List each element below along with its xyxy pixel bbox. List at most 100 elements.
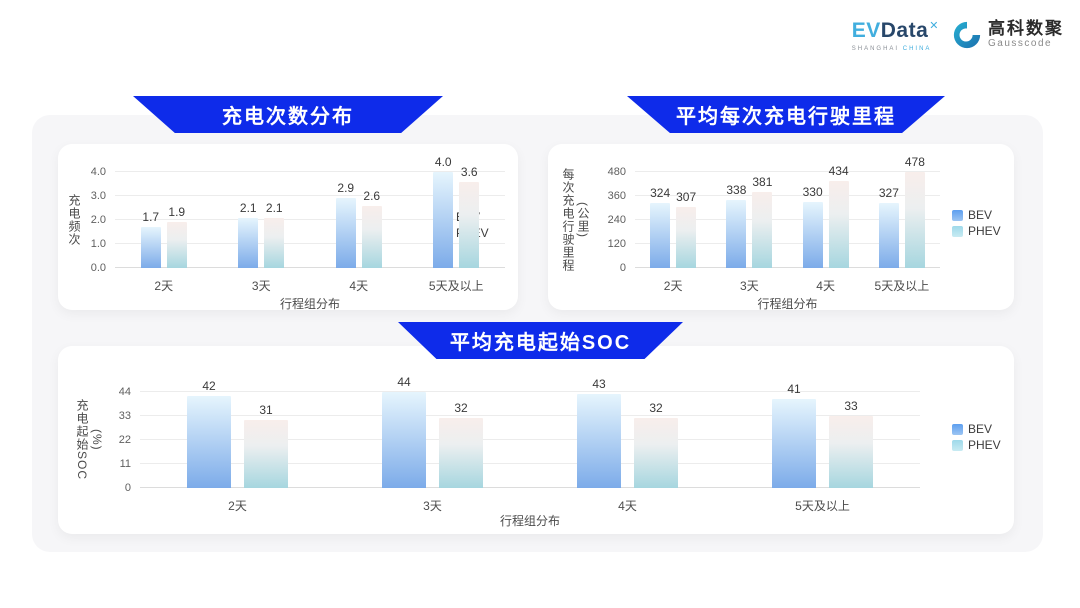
bar-pair: 43 32: [577, 377, 678, 488]
x-tick-label: 5天及以上: [795, 499, 850, 513]
bar-groups: 42 31 2天 44 32 3天 43 32 4天 41 33 5天及以上: [140, 375, 920, 513]
bar-value-label: 31: [259, 403, 273, 418]
y-tick-label: 0.0: [90, 262, 106, 274]
bar-phev-5天及以上: [904, 172, 925, 268]
gridline: [140, 439, 920, 440]
bar-bev-5天及以上: [772, 398, 816, 488]
bar-cell: 330: [803, 185, 823, 268]
legend: BEV PHEV: [952, 206, 1001, 240]
x-tick-label: 3天: [423, 499, 442, 513]
legend: BEV PHEV: [952, 420, 1001, 454]
legend-item-phev[interactable]: PHEV: [952, 438, 1001, 452]
bar-value-label: 434: [828, 164, 849, 179]
bar-pair: 4.0 3.6: [433, 155, 480, 268]
bar-value-label: 2.6: [363, 188, 381, 203]
x-axis-title: 行程组分布: [757, 297, 818, 311]
legend-item-phev[interactable]: PHEV: [952, 224, 1001, 238]
bar-value-label: 2.1: [239, 200, 257, 215]
x-tick-label: 2天: [154, 279, 174, 293]
bar-cell: 3.6: [459, 165, 480, 268]
bar-pair: 327 478: [879, 155, 925, 268]
chart-card-mileage-per-charge: 每次充电行驶里程 (公里) 0 120 240 360 480 324 307 2天 338 38…: [548, 144, 1014, 311]
bar-cell: 4.0: [433, 155, 454, 268]
y-tick-label: 360: [607, 190, 626, 202]
bar-group: 1.7 1.9 2天: [115, 172, 213, 293]
gausscode-logo: 高科数聚 Gausscode: [952, 20, 1064, 50]
evdata-data-text: Data: [880, 19, 929, 42]
bar-bev-5天及以上: [433, 172, 454, 268]
bar-group: 41 33 5天及以上: [725, 382, 920, 513]
bar-phev-2天: [244, 420, 288, 488]
legend-swatch-phev: [952, 439, 963, 451]
x-tick-label: 3天: [251, 279, 271, 293]
x-tick-label: 3天: [740, 279, 759, 293]
x-tick-label: 4天: [816, 279, 835, 293]
x-tick-label: 4天: [349, 279, 369, 293]
gridline: [115, 267, 505, 268]
bar-value-label: 330: [802, 185, 823, 199]
evdata-wordmark: EVData✕: [852, 19, 939, 45]
chart-card-charging-count: 充电频次 0.0 1.0 2.0 3.0 4.0 1.7 1.9 2天 2.1 2.1 3天 2.9 2…: [58, 144, 518, 311]
bar-cell: 2.6: [361, 188, 382, 268]
bar-cell: 434: [829, 164, 849, 268]
bar-cell: 43: [577, 377, 621, 488]
bar-bev-4天: [577, 394, 621, 488]
bar-cell: 324: [650, 186, 670, 268]
bar-value-label: 478: [904, 155, 925, 170]
bar-bev-3天: [726, 200, 747, 268]
x-tick-label: 2天: [663, 279, 683, 293]
legend-swatch-phev: [952, 225, 963, 237]
evdata-tagline: SHANGHAI CHINA: [851, 46, 932, 52]
bar-phev-3天: [752, 191, 773, 268]
bar-group: 4.0 3.6 5天及以上: [408, 155, 506, 293]
bar-value-label: 1.7: [142, 210, 160, 225]
banner-title: 平均充电起始SOC: [449, 332, 632, 354]
bar-phev-3天: [439, 418, 483, 488]
gausscode-mark-icon: [953, 21, 981, 49]
bar-pair: 44 32: [382, 375, 483, 488]
bar-value-label: 44: [397, 375, 411, 389]
gridline: [635, 219, 940, 220]
bar-bev-4天: [335, 198, 356, 268]
y-tick-label: 4.0: [90, 166, 106, 178]
bar-bev-5天及以上: [878, 202, 899, 268]
bar-cell: 307: [676, 190, 696, 268]
bar-value-label: 42: [202, 379, 216, 394]
y-axis-label: 每次充电行驶里程 (公里): [561, 168, 590, 272]
bar-group: 2.1 2.1 3天: [213, 172, 311, 293]
bar-cell: 327: [879, 186, 899, 268]
bar-bev-3天: [238, 217, 259, 268]
gausscode-text: 高科数聚 Gausscode: [988, 20, 1064, 50]
bar-pair: 1.7 1.9: [140, 205, 187, 268]
plot-area: 0.0 1.0 2.0 3.0 4.0 1.7 1.9 2天 2.1 2.1 3天 2.9 2.6 4天 4…: [91, 155, 506, 293]
bar-cell: 44: [382, 375, 426, 488]
y-tick-label: 240: [607, 214, 626, 226]
x-axis-title: 行程组分布: [499, 514, 560, 528]
gridline: [635, 267, 940, 268]
legend-swatch-bev: [952, 423, 963, 435]
y-tick-label: 2.0: [90, 214, 106, 226]
gridline: [115, 219, 505, 220]
gridline: [635, 243, 940, 244]
gridline: [140, 463, 920, 464]
bar-value-label: 381: [752, 174, 773, 189]
banner-title: 充电次数分布: [222, 106, 354, 128]
bar-phev-3天: [264, 217, 285, 268]
legend-item-bev[interactable]: BEV: [952, 422, 1001, 436]
bar-pair: 2.9 2.6: [335, 181, 382, 268]
bar-value-label: 338: [726, 183, 747, 198]
bar-value-label: 4.0: [434, 155, 452, 169]
x-tick-label: 2天: [228, 499, 247, 513]
bar-group: 2.9 2.6 4天: [310, 172, 408, 293]
bar-cell: 2.9: [335, 181, 356, 268]
bar-cell: 2.1: [264, 201, 285, 268]
bar-group: 327 478 5天及以上: [864, 155, 940, 293]
bar-phev-2天: [166, 222, 187, 268]
y-tick-label: 1.0: [90, 238, 106, 250]
y-axis-label: 充电起始SOC (%): [75, 399, 104, 481]
bar-phev-2天: [676, 206, 697, 268]
banner-start-soc: 平均充电起始SOC: [398, 322, 683, 359]
y-tick-label: 0: [124, 482, 131, 494]
legend-item-bev[interactable]: BEV: [952, 208, 1001, 222]
bar-value-label: 32: [454, 401, 468, 416]
